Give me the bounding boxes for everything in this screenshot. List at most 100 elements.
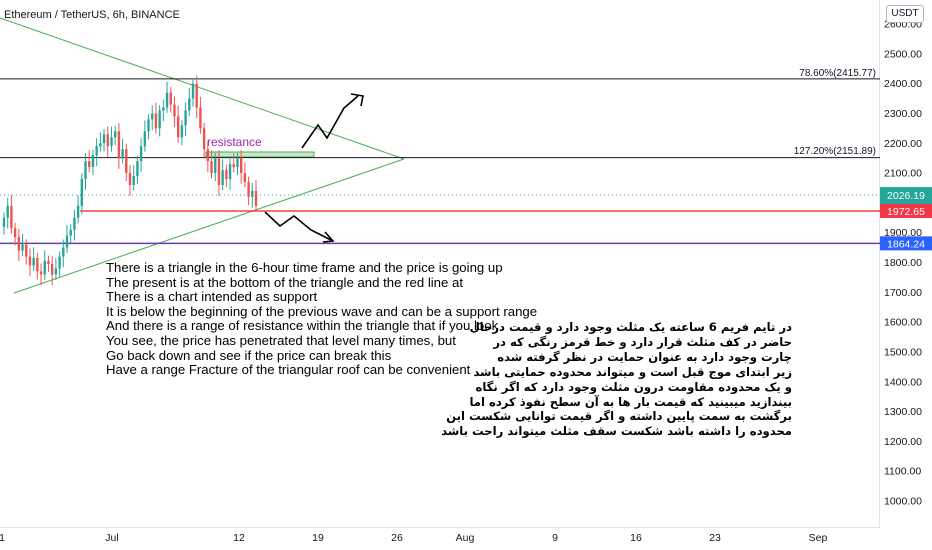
candle-body <box>206 149 210 162</box>
persian-note-line: زیر ابتدای موج قبل است و میتواند محدوده … <box>473 364 792 379</box>
x-tick-label: Sep <box>809 532 828 544</box>
candle-body <box>251 190 254 197</box>
candle-body <box>217 158 221 185</box>
candle-body <box>47 261 50 264</box>
y-tick-label: 1500.00 <box>884 346 922 358</box>
price-scale[interactable] <box>880 0 932 550</box>
candle-body <box>99 143 102 147</box>
wave-low-label-bg <box>880 236 932 251</box>
candle-body <box>191 83 195 99</box>
support-label-bg <box>880 204 932 219</box>
candle-body <box>65 235 69 248</box>
candle-body <box>202 128 206 150</box>
price-label: 2026.19 <box>887 190 925 202</box>
candle-body <box>117 131 121 159</box>
candle-body <box>121 149 124 159</box>
up-arrow[interactable] <box>301 95 359 149</box>
y-tick-label: 1000.00 <box>884 496 922 508</box>
candle-body <box>239 158 243 174</box>
english-note-line: There is a triangle in the 6-hour time f… <box>106 260 503 275</box>
candle-body <box>2 217 6 227</box>
y-tick-label: 2200.00 <box>884 138 922 150</box>
candle-body <box>221 170 224 185</box>
candle-body <box>225 170 228 180</box>
candle-body <box>76 205 80 218</box>
english-note-line: It is below the beginning of the previou… <box>106 303 538 319</box>
candle-body <box>50 263 54 275</box>
english-note-line: There is a chart intended as support <box>106 289 318 305</box>
candle-body <box>139 146 143 162</box>
candle-body <box>28 256 32 266</box>
candle-body <box>158 110 161 129</box>
y-tick-label: 1600.00 <box>884 317 922 329</box>
up-arrow-head <box>350 93 364 107</box>
x-tick-label: 23 <box>709 532 721 544</box>
y-tick-label: 1300.00 <box>884 406 922 418</box>
candle-body <box>21 244 24 251</box>
candle-body <box>39 271 43 275</box>
candle-body <box>73 217 76 230</box>
y-tick-label: 2400.00 <box>884 78 922 90</box>
x-tick-label: Jul <box>105 532 118 544</box>
candle-body <box>184 110 187 126</box>
triangle-lower-line[interactable] <box>13 158 405 294</box>
x-axis-ticks: 1 Jul 12 19 26 Aug 9 16 23 Sep <box>0 532 827 544</box>
y-axis-ticks: 1000.00 1100.00 1200.00 1300.00 1400.00 1500.… <box>884 19 922 508</box>
resistance-label: resistance <box>207 135 262 149</box>
persian-note-line: چارت وجود دارد به عنوان حمایت در نظر گرف… <box>497 349 792 364</box>
horizontal-levels <box>0 78 880 245</box>
y-tick-label: 1400.00 <box>884 376 922 388</box>
candle-body <box>10 205 13 229</box>
persian-note-line: محدوده را داشته باشد شکست سقف مثلث میتوا… <box>441 424 792 439</box>
x-tick-label: Aug <box>456 532 475 544</box>
candle-body <box>84 161 87 180</box>
triangle-upper-line[interactable] <box>0 17 405 160</box>
candle-body <box>162 107 165 111</box>
candle-body <box>102 134 106 144</box>
wave-low-label: 1864.24 <box>887 238 925 250</box>
candle-body <box>188 98 191 111</box>
candle-body <box>199 107 202 129</box>
y-tick-label: 1200.00 <box>884 436 922 448</box>
down-arrow-head <box>322 231 335 243</box>
persian-note-line: بیندازید میبینید که قیمت بار ها به آن سط… <box>469 394 792 409</box>
x-tick-label: 16 <box>630 532 642 544</box>
persian-note-line: و یک محدوده مقاومت درون مثلث وجود دارد ک… <box>475 379 792 394</box>
candle-body <box>110 137 113 147</box>
candle-body <box>143 131 147 147</box>
persian-note-line: برگشت به سمت پایین داشته و اگر قیمت توان… <box>446 409 792 424</box>
candle-body <box>80 179 84 206</box>
candle-body <box>113 131 117 138</box>
candle-body <box>128 173 132 185</box>
candle-body <box>69 229 72 236</box>
candle-body <box>62 247 65 257</box>
candle-body <box>210 161 213 174</box>
english-note-line: And there is a range of resistance withi… <box>106 318 499 334</box>
candle-body <box>169 92 172 105</box>
english-note-line: The present is at the bottom of the tria… <box>106 274 464 290</box>
x-tick-label: 1 <box>0 532 5 544</box>
currency-selector[interactable]: USDT <box>886 5 924 23</box>
down-arrow[interactable] <box>264 211 332 241</box>
candle-body <box>36 258 39 272</box>
resistance-zone[interactable] <box>205 151 315 158</box>
y-tick-label: 2100.00 <box>884 168 922 180</box>
candle-body <box>232 164 235 168</box>
x-tick-label: 26 <box>391 532 403 544</box>
candle-body <box>32 258 35 266</box>
y-tick-label: 1800.00 <box>884 257 922 269</box>
persian-note-line: در تایم فریم 6 ساعته یک مثلث وجود دارد و… <box>469 320 792 334</box>
english-note-line: Go back down and see if the price can br… <box>106 347 392 363</box>
candle-body <box>228 164 232 180</box>
candle-body <box>151 113 154 120</box>
candle-body <box>147 119 150 132</box>
candle-body <box>254 190 258 206</box>
candle-body <box>214 158 217 174</box>
support-label: 1972.65 <box>887 206 925 218</box>
candle-body <box>180 125 184 138</box>
candle-body <box>125 149 128 174</box>
persian-note-line: حاضر در کف مثلث قرار دارد و خط قرمز رنگی… <box>493 334 792 349</box>
candle-body <box>154 113 158 129</box>
candle-body <box>91 155 95 168</box>
